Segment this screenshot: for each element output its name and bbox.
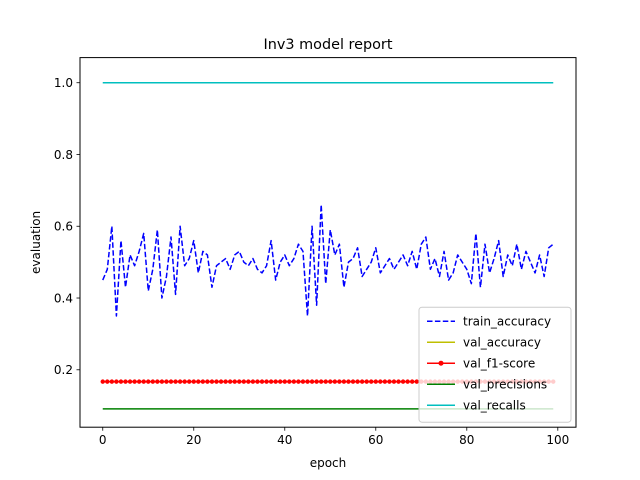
y-tick-label-4: 1.0 (54, 76, 73, 90)
point-val_f1-score-68 (409, 379, 415, 384)
point-val_f1-score-50 (328, 379, 333, 384)
series-line-train_accuracy (102, 203, 554, 317)
legend-box (418, 306, 572, 423)
point-val_f1-score-42 (291, 379, 297, 384)
point-val_f1-score-2 (109, 379, 115, 384)
point-val_f1-score-3 (114, 379, 119, 384)
point-val_f1-score-35 (259, 379, 265, 384)
point-val_f1-score-40 (282, 379, 287, 384)
point-val_f1-score-36 (264, 379, 269, 384)
point-val_f1-score-33 (250, 379, 256, 384)
y-axis: 0.2 0.4 0.6 0.8 1.0 (54, 76, 80, 377)
point-val_f1-score-6 (127, 379, 133, 384)
point-val_f1-score-18 (182, 379, 187, 384)
x-tick-label-3: 60 (368, 433, 383, 447)
legend: train_accuracy val_accuracy val_f1-scoreva… (418, 306, 572, 423)
point-val_f1-score-39 (278, 379, 283, 384)
point-val_f1-score-16 (173, 379, 178, 384)
point-val_f1-score-10 (146, 379, 151, 384)
legend-label-val_recalls: val_recalls (463, 399, 526, 413)
point-val_f1-score-29 (232, 379, 237, 384)
point-val_f1-score-5 (123, 379, 128, 384)
point-val_f1-score-34 (255, 379, 260, 384)
point-val_f1-score-69 (414, 379, 419, 384)
point-val_f1-score-26 (218, 379, 224, 384)
y-tick-label-1: 0.4 (54, 291, 73, 305)
point-val_f1-score-14 (164, 379, 169, 384)
point-val_f1-score-49 (323, 379, 328, 384)
point-val_f1-score-23 (205, 379, 210, 384)
point-val_f1-score-13 (159, 379, 165, 384)
legend-label-val_accuracy: val_accuracy (463, 336, 541, 350)
point-val_f1-score-56 (355, 379, 360, 384)
point-val_f1-score-46 (309, 379, 315, 384)
point-val_f1-score-48 (318, 379, 324, 384)
point-val_f1-score-64 (391, 379, 397, 384)
x-axis: 0 20 40 60 80 100 (99, 427, 569, 447)
point-val_f1-score-20 (191, 379, 196, 384)
y-tick-label-0: 0.2 (54, 363, 73, 377)
point-val_f1-score-25 (214, 379, 219, 384)
point-val_f1-score-37 (268, 379, 274, 384)
point-val_f1-score-41 (287, 379, 292, 384)
point-val_f1-score-66 (400, 379, 406, 384)
x-tick-label-4: 80 (459, 433, 474, 447)
series-train_accuracy (102, 203, 554, 317)
point-val_f1-score-47 (314, 379, 319, 384)
point-val_f1-score-55 (350, 379, 356, 384)
y-axis-label: evaluation (29, 211, 43, 274)
legend-label-train_accuracy: train_accuracy (463, 315, 551, 329)
point-val_f1-score-24 (209, 379, 215, 384)
y-tick-label-3: 0.8 (54, 148, 73, 162)
point-val_f1-score-7 (132, 379, 137, 384)
point-val_f1-score-53 (341, 379, 347, 384)
point-val_f1-score-62 (382, 379, 388, 384)
point-val_f1-score-63 (387, 379, 392, 384)
chart-title: Inv3 model report (264, 37, 393, 53)
point-val_f1-score-31 (241, 379, 247, 384)
point-val_f1-score-4 (118, 379, 124, 384)
point-val_f1-score-57 (359, 379, 365, 384)
point-val_f1-score-43 (296, 379, 301, 384)
point-val_f1-score-21 (196, 379, 201, 384)
point-val_f1-score-22 (200, 379, 206, 384)
point-val_f1-score-8 (136, 379, 142, 384)
point-val_f1-score-44 (300, 379, 306, 384)
point-val_f1-score-30 (237, 379, 242, 384)
point-val_f1-score-54 (346, 379, 351, 384)
x-tick-label-1: 20 (186, 433, 201, 447)
point-val_f1-score-32 (246, 379, 251, 384)
point-val_f1-score-59 (369, 379, 374, 384)
x-tick-label-2: 40 (277, 433, 292, 447)
point-val_f1-score-12 (155, 379, 160, 384)
point-val_f1-score-11 (150, 379, 156, 384)
x-tick-label-5: 100 (546, 433, 569, 447)
point-val_f1-score-67 (405, 379, 410, 384)
point-val_f1-score-51 (332, 379, 338, 384)
point-val_f1-score-0 (100, 379, 105, 384)
plot-frame (79, 57, 577, 428)
x-axis-label: epoch (310, 456, 347, 470)
x-tick-label-0: 0 (99, 433, 107, 447)
point-val_f1-score-65 (396, 379, 401, 384)
point-val_f1-score-19 (187, 379, 192, 384)
point-val_f1-score-9 (141, 379, 146, 384)
point-val_f1-score-60 (373, 379, 378, 384)
legend-label-val_precisions: val_precisions (463, 378, 547, 392)
point-val_f1-score-58 (364, 379, 369, 384)
point-val_f1-score-45 (305, 379, 310, 384)
point-val_f1-score-27 (223, 379, 228, 384)
point-val_f1-score-52 (337, 379, 342, 384)
point-val_f1-score-61 (378, 379, 383, 384)
point-val_f1-score-38 (273, 379, 278, 384)
point-val_f1-score-17 (177, 379, 183, 384)
y-tick-label-2: 0.6 (54, 220, 73, 234)
point-val_f1-score-28 (227, 379, 233, 384)
point-val_f1-score-15 (168, 379, 174, 384)
point-val_f1-score-1 (105, 379, 110, 384)
legend-label-val_f1-score: val_f1-score (463, 357, 535, 371)
legend-marker-val_f1-score (438, 360, 444, 366)
